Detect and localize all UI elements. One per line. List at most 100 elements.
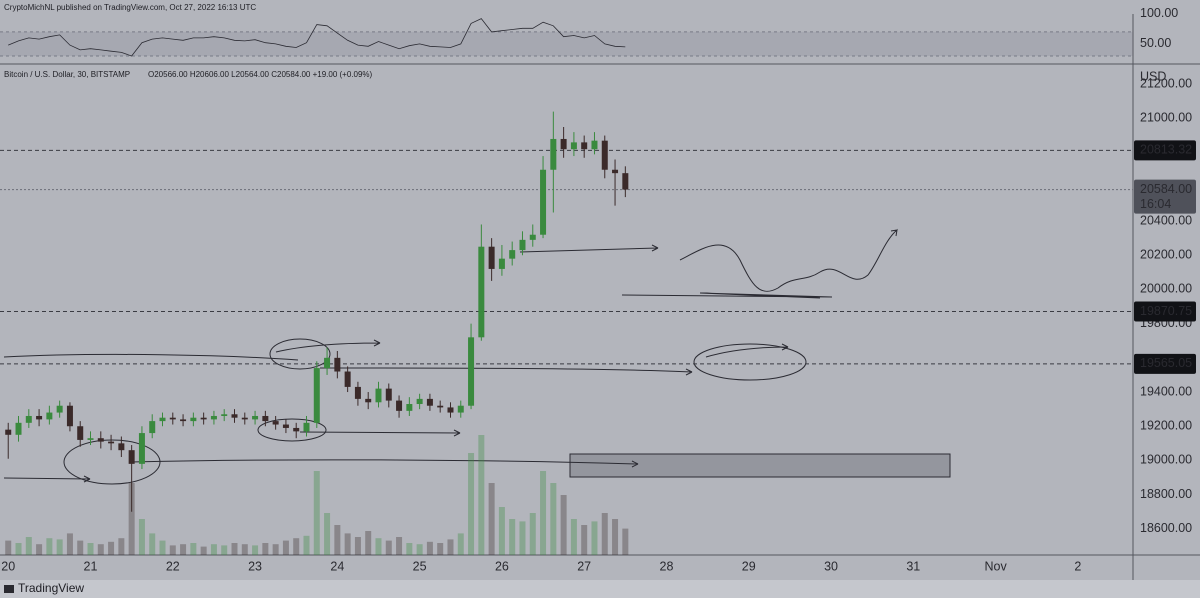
candle-body [313, 368, 320, 423]
candle-body [488, 246, 495, 269]
volume-bar [540, 471, 547, 555]
volume-bar [457, 533, 464, 555]
candle-body [622, 173, 629, 190]
volume-bar [262, 543, 269, 555]
volume-bar [15, 543, 22, 555]
level-label: 20813.32 [1140, 143, 1192, 157]
volume-bar [488, 483, 495, 555]
candle-body [581, 142, 588, 150]
volume-bar [519, 521, 526, 555]
candle-body [396, 400, 403, 411]
x-tick-label: 31 [906, 559, 920, 573]
volume-bar [169, 545, 176, 555]
volume-bar [66, 533, 73, 555]
x-tick-label: 25 [413, 559, 427, 573]
candle-body [334, 357, 341, 372]
y-tick-label: 18600.00 [1140, 521, 1192, 535]
y-tick-label: 21200.00 [1140, 77, 1192, 91]
volume-bar [478, 435, 485, 555]
drawn-arrow [3, 475, 91, 483]
volume-bar [221, 545, 228, 555]
drawn-ellipse [257, 418, 327, 442]
candle-body [385, 388, 392, 401]
candle-body [159, 417, 166, 422]
drawn-ellipse [63, 439, 161, 485]
candle-body [457, 405, 464, 413]
volume-bar [385, 540, 392, 555]
volume-bar [612, 519, 619, 555]
candle-body [437, 405, 444, 408]
currency-label: USD [1140, 69, 1166, 83]
candle-body [25, 415, 32, 423]
candle-body [252, 415, 259, 420]
drawn-arrow [275, 339, 381, 353]
drawn-scribble [621, 292, 833, 299]
rsi-tick-label: 100.00 [1140, 6, 1178, 20]
candle-body [210, 415, 217, 420]
volume-bar [97, 544, 104, 555]
candle-body [550, 138, 557, 170]
drawn-arrow [519, 244, 659, 253]
publisher-note: CryptoMichNL published on TradingView.co… [4, 3, 256, 12]
level-label-box [1134, 301, 1196, 322]
y-tick-label: 19000.00 [1140, 453, 1192, 467]
x-tick-label: 20 [1, 559, 15, 573]
volume-bar [560, 495, 567, 555]
y-tick-label: 20400.00 [1140, 213, 1192, 227]
candle-body [591, 140, 598, 150]
volume-bar [36, 544, 43, 555]
drawn-ellipse [693, 343, 807, 381]
candle-body [447, 407, 454, 413]
candle-body [570, 142, 577, 150]
candle-body [128, 450, 135, 464]
rsi-tick-label: 50.00 [1140, 36, 1171, 50]
candle-body [293, 427, 300, 432]
volume-bar [375, 538, 382, 555]
candle-body [190, 417, 197, 422]
x-tick-label: 2 [1074, 559, 1081, 573]
annotations [3, 228, 951, 485]
y-tick-label: 21000.00 [1140, 111, 1192, 125]
x-tick-label: 29 [742, 559, 756, 573]
volume-bar [570, 519, 577, 555]
candle-body [200, 417, 207, 420]
volume-bar [416, 544, 423, 555]
volume-bar [25, 537, 32, 555]
candle-body [406, 404, 413, 411]
drawn-arrow [319, 367, 693, 376]
volume-bar [159, 540, 166, 555]
volume-bar [46, 538, 53, 555]
volume-bar [601, 513, 608, 555]
footer-bar [0, 580, 1200, 598]
y-tick-label: 19200.00 [1140, 419, 1192, 433]
volume-bar [77, 540, 84, 555]
x-tick-label: 21 [84, 559, 98, 573]
candle-body [416, 398, 423, 405]
volume-bar [5, 540, 12, 555]
candle-body [36, 415, 43, 420]
candle-body [262, 415, 269, 422]
candle-body [365, 398, 372, 403]
volume-bar [591, 521, 598, 555]
volume-bars [5, 435, 629, 555]
volume-bar [231, 543, 238, 555]
volume-bar [529, 513, 536, 555]
symbol-title: Bitcoin / U.S. Dollar, 30, BITSTAMP [4, 70, 130, 79]
candle-body [426, 398, 433, 406]
drawn-ellipse [269, 338, 331, 370]
drawn-arrow [299, 429, 461, 437]
volume-bar [149, 533, 156, 555]
drawn-arrow [129, 459, 639, 468]
candle-body [601, 140, 608, 170]
volume-bar [241, 544, 248, 555]
x-tick-label: Nov [984, 559, 1007, 573]
candle-body [519, 239, 526, 251]
candle-body [138, 433, 145, 464]
volume-bar [622, 528, 629, 555]
y-tick-label: 20200.00 [1140, 248, 1192, 262]
volume-bar [180, 544, 187, 555]
volume-bar [293, 538, 300, 555]
volume-bar [406, 543, 413, 555]
candle-body [354, 386, 361, 399]
